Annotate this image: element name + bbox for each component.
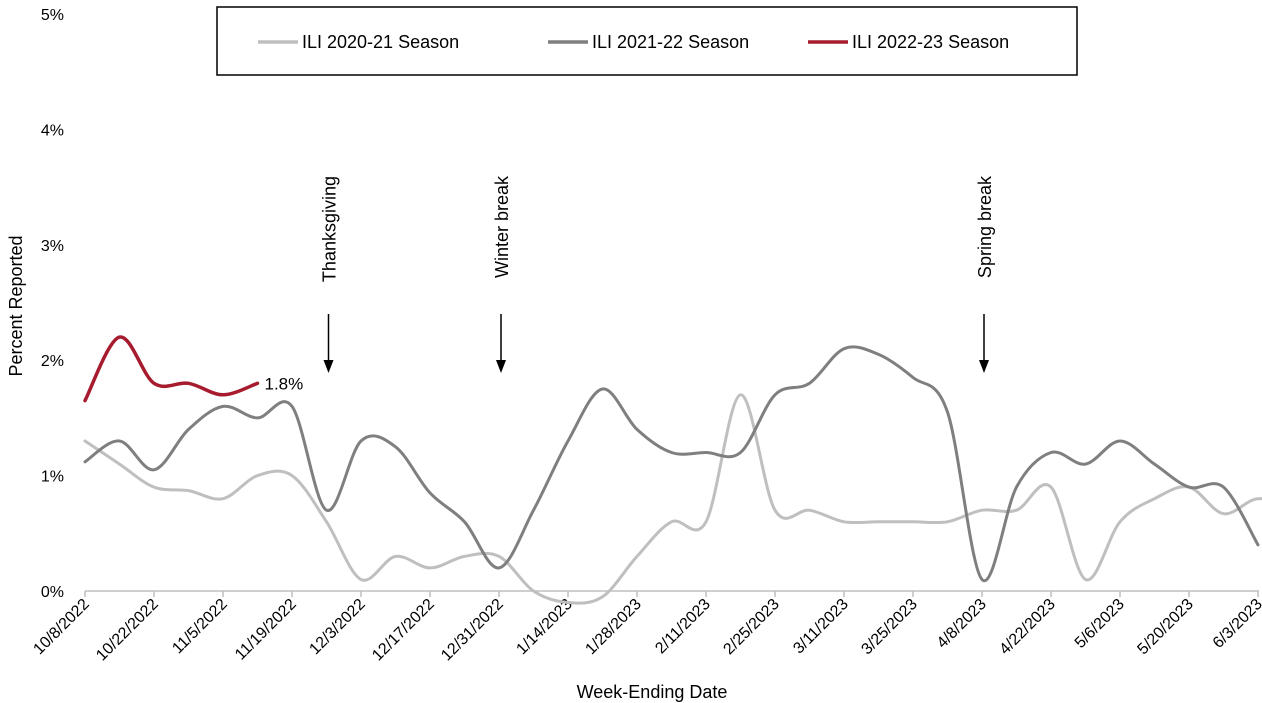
- x-tick-label: 4/22/2023: [996, 596, 1058, 658]
- x-axis-title: Week-Ending Date: [577, 682, 728, 702]
- x-tick-label: 5/6/2023: [1072, 596, 1128, 652]
- legend-label: ILI 2021-22 Season: [592, 32, 749, 52]
- x-tick-label: 2/11/2023: [652, 596, 714, 658]
- x-tick-label: 1/14/2023: [513, 596, 575, 658]
- annotation-arrow-head: [323, 360, 334, 373]
- y-tick-label: 4%: [41, 122, 64, 139]
- x-tick-label: 10/22/2022: [93, 596, 162, 665]
- legend-box: [216, 6, 1078, 76]
- x-tick-label: 11/19/2022: [232, 596, 300, 664]
- x-tick-label: 5/20/2023: [1134, 596, 1196, 658]
- x-axis-ticks: 10/8/2022 10/22/2022 11/5/2022 11/19/2022 12…: [30, 591, 1262, 664]
- x-tick-label: 1/28/2023: [582, 596, 644, 658]
- x-tick-label: 4/8/2023: [934, 596, 990, 652]
- annotation-arrow-head: [979, 360, 989, 373]
- series-line-ili-2021-22-season: [83, 345, 1260, 583]
- x-tick-label: 12/3/2022: [306, 596, 368, 658]
- data-label: 1.8%: [265, 374, 304, 393]
- x-tick-label: 11/5/2022: [169, 596, 231, 658]
- annotation-label: Spring break: [975, 175, 995, 278]
- x-tick-label: 3/11/2023: [790, 596, 852, 658]
- x-tick-label: 6/3/2023: [1210, 596, 1262, 652]
- legend-label: ILI 2022-23 Season: [852, 32, 1009, 52]
- y-tick-label: 1%: [41, 469, 64, 486]
- x-tick-label: 10/8/2022: [30, 596, 92, 658]
- y-axis-ticks: 0% 1% 2% 3% 4% 5%: [41, 7, 64, 601]
- annotation-label: Thanksgiving: [320, 176, 340, 282]
- x-tick-label: 12/17/2022: [369, 596, 438, 665]
- y-tick-label: 5%: [41, 7, 64, 24]
- y-axis-title: Percent Reported: [6, 235, 26, 376]
- series-group: [83, 335, 1262, 605]
- x-tick-label: 12/31/2022: [438, 596, 507, 665]
- annotation-arrow-head: [496, 360, 506, 373]
- legend: ILI 2020-21 Season ILI 2021-22 Season ILI …: [258, 32, 1009, 52]
- annotations: Thanksgiving Winter break Spring break: [320, 175, 995, 373]
- x-tick-label: 2/25/2023: [720, 596, 782, 658]
- x-tick-label: 3/25/2023: [858, 596, 920, 658]
- y-tick-label: 3%: [41, 238, 64, 255]
- series-line-ili-2022-23-season: [83, 335, 260, 403]
- data-labels: 1.8%: [265, 374, 304, 393]
- annotation-label: Winter break: [492, 175, 512, 278]
- legend-label: ILI 2020-21 Season: [302, 32, 459, 52]
- y-tick-label: 2%: [41, 353, 64, 370]
- series-line-ili-2020-21-season: [83, 393, 1262, 605]
- y-tick-label: 0%: [41, 584, 64, 601]
